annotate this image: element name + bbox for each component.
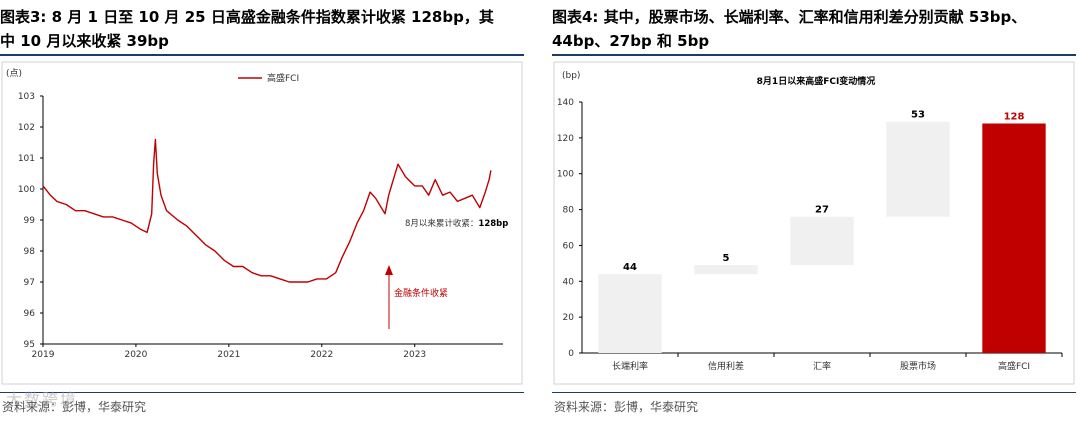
left-title-rule [0, 54, 524, 56]
y-tick-label: 80 [563, 206, 575, 216]
bar-value-label: 5 [723, 253, 730, 264]
right-figure-panel: 图表4: 其中，股票市场、长端利率、汇率和信用利差分别贡献 53bp、 44bp… [552, 0, 1080, 421]
x-tick-label: 2020 [124, 350, 147, 360]
y-tick-label: 0 [568, 349, 574, 359]
right-title-line-1: 图表4: 其中，股票市场、长端利率、汇率和信用利差分别贡献 53bp、 [552, 8, 1027, 26]
y-tick-label: 103 [18, 92, 35, 102]
left-figure-title: 图表3: 8 月 1 日至 10 月 25 日高盛金融条件指数累计收紧 128b… [0, 5, 520, 53]
right-source-text: 资料来源：彭博，华泰研究 [554, 400, 699, 414]
y-tick-label: 100 [557, 170, 574, 180]
y-tick-label: 98 [24, 247, 36, 257]
right-figure-title: 图表4: 其中，股票市场、长端利率、汇率和信用利差分别贡献 53bp、 44bp… [552, 5, 1072, 53]
y-axis-unit-label: (点) [6, 68, 22, 79]
watermark-text: 大数跨境 [6, 390, 79, 409]
y-tick-label: 120 [557, 134, 574, 144]
legend-label: 高盛FCI [267, 72, 299, 84]
x-tick-label: 2021 [217, 350, 240, 360]
y-tick-label: 95 [24, 340, 35, 350]
annotation-cumulative-tightening: 8月以来累计收紧：128bp [405, 218, 508, 229]
fci-line-chart: (点) 高盛FCI 95 96 97 98 99 100 101 102 103 2019 2020 20… [1, 61, 523, 385]
tightening-arrow-head [385, 265, 393, 275]
bar-contribution [886, 121, 950, 217]
annotation-tightening-label: 金融条件收紧 [394, 287, 448, 299]
x-category-label: 长端利率 [612, 360, 648, 372]
bar-contribution [790, 216, 854, 266]
y-tick-label: 40 [563, 277, 575, 287]
x-category-label: 高盛FCI [998, 360, 1030, 372]
bar-total-gs-fci [982, 123, 1046, 353]
bar-contribution [598, 274, 662, 353]
left-figure-panel: 图表3: 8 月 1 日至 10 月 25 日高盛金融条件指数累计收紧 128b… [0, 0, 528, 421]
x-category-label: 信用利差 [708, 360, 744, 372]
y-tick-label: 100 [18, 185, 35, 195]
bar-value-label: 44 [623, 262, 637, 273]
x-tick-label: 2019 [32, 350, 55, 360]
x-tick-label: 2022 [310, 350, 333, 360]
fci-waterfall-chart: (bp) 8月1日以来高盛FCI变动情况 0 20 40 60 80 100 120 140 44 长… [553, 61, 1075, 385]
bar-contribution [694, 265, 758, 275]
y-tick-label: 102 [18, 123, 35, 133]
right-title-line-2: 44bp、27bp 和 5bp [552, 32, 710, 50]
plot-frame [553, 61, 1075, 385]
y-tick-label: 96 [24, 309, 36, 319]
right-title-rule [552, 54, 1076, 56]
y-tick-label: 99 [24, 216, 36, 226]
x-category-label: 汇率 [813, 360, 831, 372]
y-tick-label: 140 [557, 98, 574, 108]
y-tick-label: 101 [18, 154, 35, 164]
y-tick-label: 97 [24, 278, 35, 288]
x-category-label: 股票市场 [900, 360, 936, 372]
y-axis-unit-label: (bp) [562, 71, 580, 81]
bar-value-label: 128 [1004, 112, 1025, 123]
series-line-gs-fci [42, 138, 492, 283]
bar-value-label: 53 [911, 110, 925, 121]
left-source-text: 资料来源：彭博，华泰研究 [2, 400, 147, 414]
left-title-line-2: 中 10 月以来收紧 39bp [0, 32, 169, 50]
chart-title: 8月1日以来高盛FCI变动情况 [757, 75, 876, 87]
bar-value-label: 27 [815, 205, 829, 216]
right-source-rule [552, 392, 1076, 393]
plot-frame [1, 61, 523, 385]
y-tick-label: 60 [563, 241, 575, 251]
left-source-rule [0, 392, 524, 393]
x-tick-label: 2023 [403, 350, 426, 360]
left-title-line-1: 图表3: 8 月 1 日至 10 月 25 日高盛金融条件指数累计收紧 128b… [0, 8, 494, 26]
y-tick-label: 20 [563, 313, 575, 323]
